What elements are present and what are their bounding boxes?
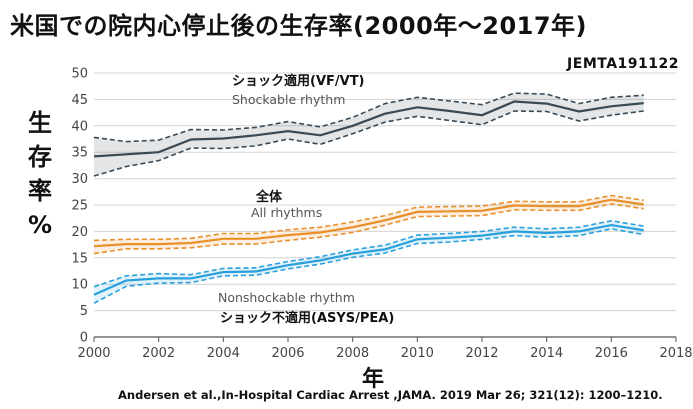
x-tick-label: 2002 xyxy=(142,346,175,361)
y-tick-label: 45 xyxy=(71,93,88,108)
y-tick-label: 50 xyxy=(71,67,88,82)
nonshockable-label-jp: ショック不適用(ASYS/PEA) xyxy=(220,310,394,326)
reference-code: JEMTA191122 xyxy=(567,56,679,72)
x-tick-label: 2008 xyxy=(336,346,369,361)
x-tick-label: 2016 xyxy=(595,346,628,361)
nonshockable-label-en: Nonshockable rhythm xyxy=(218,290,355,305)
y-tick-label: 25 xyxy=(71,199,88,214)
x-tick-label: 2006 xyxy=(271,346,304,361)
y-tick-label: 15 xyxy=(71,251,88,266)
y-tick-label: 5 xyxy=(80,304,88,319)
series-annotations: ショック適用(VF/VT) Shockable rhythm 全体 All rh… xyxy=(218,73,394,326)
x-tick-label: 2014 xyxy=(530,346,563,361)
shockable-ci-upper-line xyxy=(93,92,644,143)
all-rhythms-line xyxy=(93,198,644,248)
shockable-label-jp: ショック適用(VF/VT) xyxy=(232,73,365,89)
x-axis-label: 年 xyxy=(362,367,385,392)
y-axis-label-char: 存 xyxy=(28,143,52,171)
nonshockable-ci-upper-line xyxy=(93,219,644,288)
x-tick-label: 2012 xyxy=(465,346,498,361)
citation: Andersen et al.,In-Hospital Cardiac Arre… xyxy=(118,388,663,402)
y-tick-label: 20 xyxy=(71,225,88,240)
tick-labels: 0 5 10 15 20 25 30 35 40 45 50 2000 2002 2004 2006 2008… xyxy=(71,67,692,362)
x-tick-label: 2004 xyxy=(207,346,240,361)
nonshockable-ci-lower-line xyxy=(93,227,644,304)
y-tick-label: 40 xyxy=(71,119,88,134)
y-tick-label: 0 xyxy=(80,331,88,346)
y-tick-label: 35 xyxy=(71,146,88,161)
shockable-line xyxy=(93,100,644,158)
x-tick-label: 2018 xyxy=(659,346,692,361)
confidence-bands xyxy=(94,93,644,304)
all-rhythms-ci-lower-line xyxy=(93,203,644,255)
shockable-label-en: Shockable rhythm xyxy=(232,92,345,107)
series-lines xyxy=(93,92,644,304)
all-rhythms-label-jp: 全体 xyxy=(255,189,283,205)
y-tick-label: 30 xyxy=(71,172,88,187)
page-title: 米国での院内心停止後の生存率(2000年～2017年) xyxy=(10,12,588,40)
x-tick-label: 2010 xyxy=(401,346,434,361)
x-tick-label: 2000 xyxy=(77,346,110,361)
y-tick-label: 10 xyxy=(71,278,88,293)
y-axis-label-char: % xyxy=(27,211,53,239)
y-axis-label-char: 生 xyxy=(28,109,52,137)
grid-lines xyxy=(93,72,677,342)
all-rhythms-ci-upper-line xyxy=(93,194,644,242)
shockable-ci-lower-line xyxy=(93,110,644,177)
y-axis-label: 生 存 率 % xyxy=(20,106,60,242)
nonshockable-line xyxy=(93,223,644,296)
y-axis-label-char: 率 xyxy=(28,177,52,205)
all-rhythms-label-en: All rhythms xyxy=(251,205,322,220)
